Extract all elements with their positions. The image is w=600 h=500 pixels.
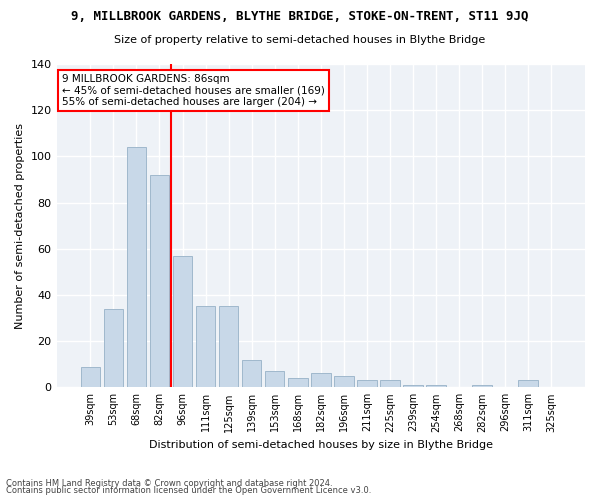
Bar <box>518 380 538 388</box>
Bar <box>80 366 100 388</box>
Bar <box>104 309 123 388</box>
Bar <box>403 385 423 388</box>
Bar <box>127 147 146 388</box>
Bar <box>196 306 215 388</box>
Bar <box>265 371 284 388</box>
Text: 9 MILLBROOK GARDENS: 86sqm
← 45% of semi-detached houses are smaller (169)
55% o: 9 MILLBROOK GARDENS: 86sqm ← 45% of semi… <box>62 74 325 107</box>
Text: Contains HM Land Registry data © Crown copyright and database right 2024.: Contains HM Land Registry data © Crown c… <box>6 478 332 488</box>
Bar <box>380 380 400 388</box>
Bar <box>288 378 308 388</box>
Bar <box>334 376 353 388</box>
X-axis label: Distribution of semi-detached houses by size in Blythe Bridge: Distribution of semi-detached houses by … <box>149 440 493 450</box>
Bar <box>357 380 377 388</box>
Bar <box>426 385 446 388</box>
Bar <box>242 360 262 388</box>
Bar <box>149 175 169 388</box>
Bar <box>311 374 331 388</box>
Text: 9, MILLBROOK GARDENS, BLYTHE BRIDGE, STOKE-ON-TRENT, ST11 9JQ: 9, MILLBROOK GARDENS, BLYTHE BRIDGE, STO… <box>71 10 529 23</box>
Bar <box>219 306 238 388</box>
Text: Contains public sector information licensed under the Open Government Licence v3: Contains public sector information licen… <box>6 486 371 495</box>
Text: Size of property relative to semi-detached houses in Blythe Bridge: Size of property relative to semi-detach… <box>115 35 485 45</box>
Bar <box>472 385 492 388</box>
Y-axis label: Number of semi-detached properties: Number of semi-detached properties <box>15 122 25 328</box>
Bar <box>173 256 193 388</box>
